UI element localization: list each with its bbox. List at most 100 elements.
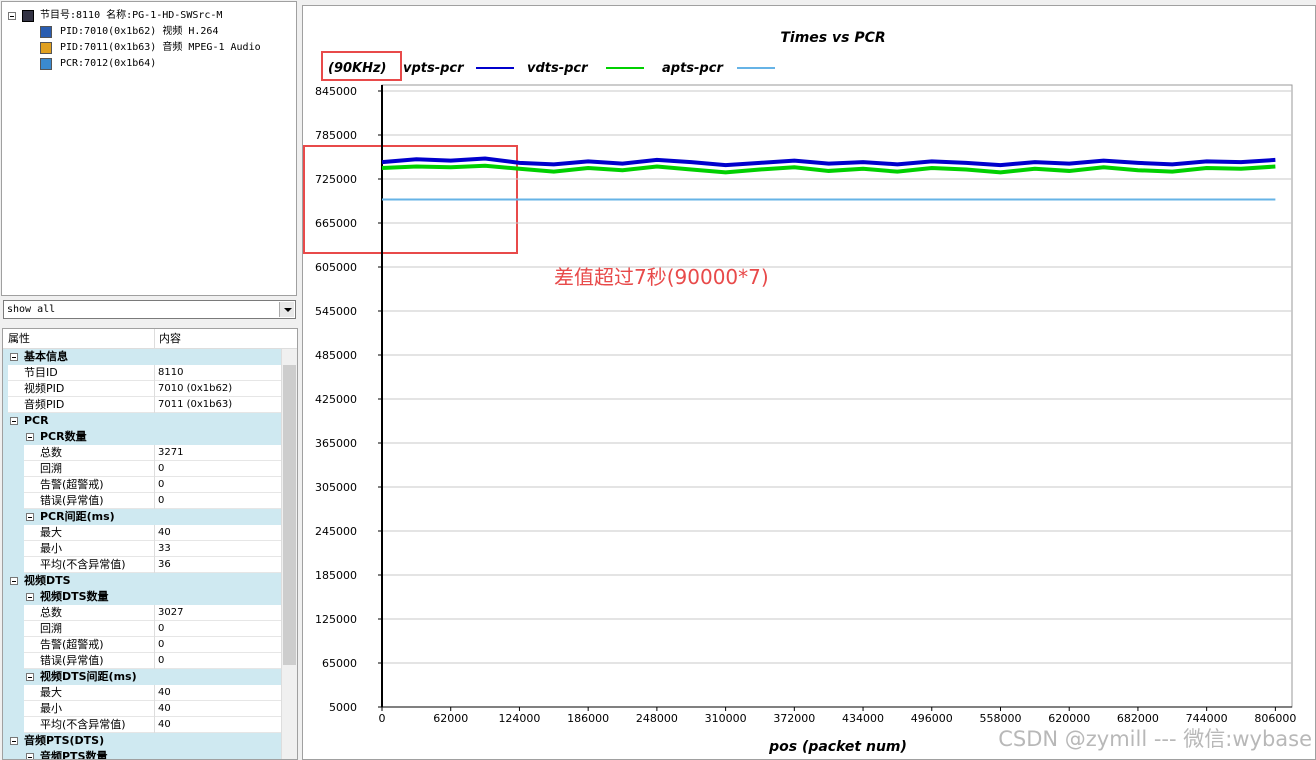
y-tick-label: 185000 <box>315 569 357 582</box>
row-gutter <box>3 365 8 381</box>
property-name: 总数 <box>40 606 62 619</box>
section-row[interactable]: PCR <box>3 413 281 429</box>
y-tick-label: 365000 <box>315 437 357 450</box>
legend-label: vpts-pcr <box>403 61 465 76</box>
row-gutter <box>3 621 24 637</box>
property-value: 7010 (0x1b62) <box>154 381 232 397</box>
filter-dropdown[interactable]: show all <box>3 300 296 319</box>
property-value: 40 <box>154 685 171 701</box>
plot-frame <box>381 84 1293 708</box>
property-name: 最小 <box>40 542 62 555</box>
property-name: 总数 <box>40 446 62 459</box>
scroll-thumb[interactable] <box>283 365 296 665</box>
property-name: 告警(超警戒) <box>40 478 104 491</box>
property-value: 40 <box>154 701 171 717</box>
section-label: 视频DTS间距(ms) <box>40 670 137 683</box>
property-row[interactable]: 平均(不含异常值) 40 <box>3 717 281 733</box>
expand-icon[interactable] <box>8 12 16 20</box>
legend-label: vdts-pcr <box>527 61 589 76</box>
expand-icon[interactable] <box>26 673 34 681</box>
property-name: 最大 <box>40 686 62 699</box>
y-tick-label: 485000 <box>315 349 357 362</box>
property-row[interactable]: 最大 40 <box>3 525 281 541</box>
property-value: 40 <box>154 525 171 541</box>
y-tick-label: 665000 <box>315 217 357 230</box>
property-name: 最大 <box>40 526 62 539</box>
property-row[interactable]: 最小 33 <box>3 541 281 557</box>
node-icon <box>40 58 52 70</box>
property-row[interactable]: 平均(不含异常值) 36 <box>3 557 281 573</box>
property-row[interactable]: 告警(超警戒) 0 <box>3 477 281 493</box>
section-label: PCR数量 <box>40 430 87 443</box>
property-name: 回溯 <box>40 462 62 475</box>
property-name: 最小 <box>40 702 62 715</box>
section-label: 视频DTS <box>24 574 71 587</box>
y-tick-label: 245000 <box>315 525 357 538</box>
row-gutter <box>3 557 24 573</box>
property-row[interactable]: 错误(异常值) 0 <box>3 653 281 669</box>
property-row[interactable]: 错误(异常值) 0 <box>3 493 281 509</box>
property-name: 错误(异常值) <box>40 654 104 667</box>
property-name: 节目ID <box>24 366 58 379</box>
section-label: 音频PTS(DTS) <box>24 734 105 747</box>
row-gutter <box>3 717 24 733</box>
series-line <box>381 163 1276 175</box>
section-row[interactable]: 音频PTS(DTS) <box>3 733 281 749</box>
expand-icon[interactable] <box>10 417 18 425</box>
property-row[interactable]: 最小 40 <box>3 701 281 717</box>
section-row[interactable]: 视频DTS间距(ms) <box>3 669 281 685</box>
section-row[interactable]: PCR数量 <box>3 429 281 445</box>
section-row[interactable]: 基本信息 <box>3 349 281 365</box>
row-gutter <box>3 381 8 397</box>
property-row[interactable]: 总数 3271 <box>3 445 281 461</box>
property-row[interactable]: 告警(超警戒) 0 <box>3 637 281 653</box>
property-value: 0 <box>154 637 164 653</box>
dropdown-text: show all <box>7 304 56 315</box>
dropdown-button[interactable] <box>279 302 294 317</box>
node-label: PID:7011(0x1b63) 音频 MPEG-1 Audio <box>60 42 261 53</box>
property-value: 0 <box>154 653 164 669</box>
section-row[interactable]: 音频PTS数量 <box>3 749 281 760</box>
row-gutter <box>3 477 24 493</box>
property-row[interactable]: 最大 40 <box>3 685 281 701</box>
y-tick-label: 425000 <box>315 393 357 406</box>
expand-icon[interactable] <box>10 353 18 361</box>
property-row[interactable]: 回溯 0 <box>3 621 281 637</box>
property-grid: 属性 内容 基本信息节目ID 8110 视频PID 7010 (0x1b62) 音频PI… <box>2 328 298 760</box>
y-tick-label: 65000 <box>322 657 357 670</box>
expand-icon[interactable] <box>26 753 34 759</box>
program-tree: 节目号:8110 名称:PG-1-HD-SWSrc-M PID:7010(0x1b… <box>1 1 297 296</box>
property-row[interactable]: 音频PID 7011 (0x1b63) <box>3 397 281 413</box>
section-label: 音频PTS数量 <box>40 750 108 760</box>
x-tick-label: 744000 <box>1186 712 1228 725</box>
expand-icon[interactable] <box>26 593 34 601</box>
section-row[interactable]: 视频DTS数量 <box>3 589 281 605</box>
expand-icon[interactable] <box>10 737 18 745</box>
x-tick-label: 0 <box>379 712 386 725</box>
expand-icon[interactable] <box>26 513 34 521</box>
unit-label: (90KHz) <box>328 61 387 76</box>
chart-panel <box>302 5 1316 760</box>
x-tick-label: 186000 <box>567 712 609 725</box>
section-row[interactable]: 视频DTS <box>3 573 281 589</box>
expand-icon[interactable] <box>26 433 34 441</box>
section-label: 基本信息 <box>24 350 68 363</box>
property-row[interactable]: 节目ID 8110 <box>3 365 281 381</box>
header-name: 属性 <box>8 332 30 345</box>
row-gutter <box>3 493 24 509</box>
x-tick-label: 124000 <box>498 712 540 725</box>
property-value: 0 <box>154 621 164 637</box>
highlight-box <box>321 51 402 81</box>
property-row[interactable]: 回溯 0 <box>3 461 281 477</box>
property-row[interactable]: 视频PID 7010 (0x1b62) <box>3 381 281 397</box>
section-row[interactable]: PCR间距(ms) <box>3 509 281 525</box>
expand-icon[interactable] <box>10 577 18 585</box>
x-tick-label: 310000 <box>705 712 747 725</box>
grid-header: 属性 内容 <box>3 329 297 349</box>
x-tick-label: 62000 <box>433 712 468 725</box>
property-row[interactable]: 总数 3027 <box>3 605 281 621</box>
scrollbar[interactable] <box>281 349 297 759</box>
property-name: 告警(超警戒) <box>40 638 104 651</box>
property-name: 错误(异常值) <box>40 494 104 507</box>
